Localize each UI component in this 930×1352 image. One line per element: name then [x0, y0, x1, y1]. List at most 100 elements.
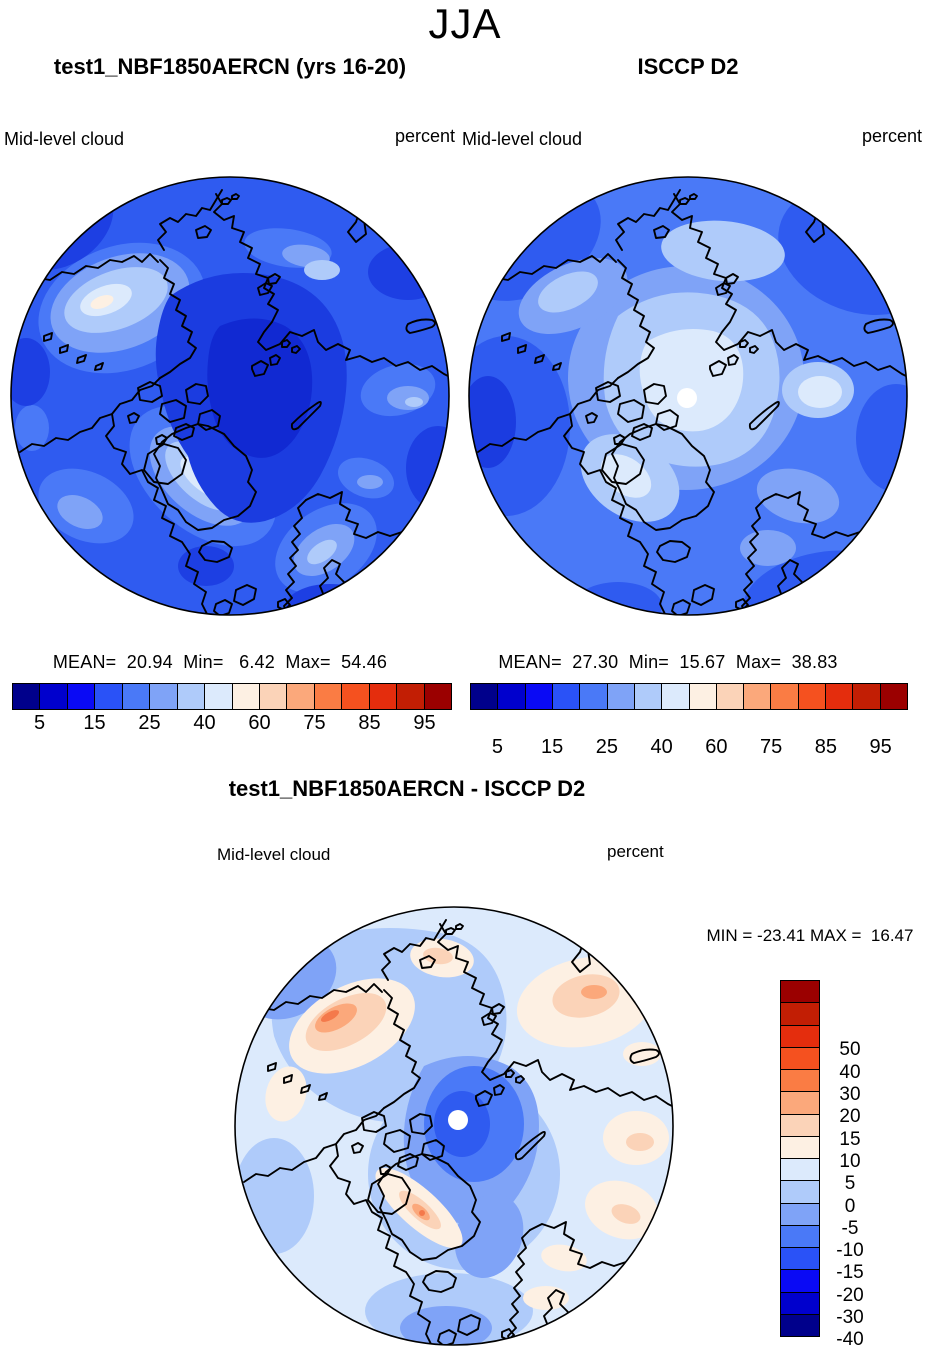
colorbar-tick-label: 25: [595, 736, 618, 758]
colorbar-segment: [781, 1114, 819, 1137]
colorbar-tick-label: -40: [836, 1329, 864, 1351]
colorbar-segment: [781, 1070, 819, 1093]
colorbar-tick-label: 15: [541, 736, 564, 758]
colorbar-tick-label: -30: [836, 1307, 864, 1329]
colorbar-segment: [781, 1159, 819, 1182]
colorbar-segment: [781, 1047, 819, 1070]
colorbar-tick-label: 25: [138, 712, 161, 734]
colorbar-segment: [781, 1092, 819, 1115]
colorbar-tick-label: 15: [839, 1128, 861, 1150]
colorbar-segment: [232, 684, 260, 709]
colorbar-segment: [314, 684, 343, 709]
colorbar-tick-label: 85: [358, 712, 381, 734]
colorbar-segment: [781, 1225, 819, 1248]
colorbar-segment: [552, 684, 581, 709]
colorbar-segment: [287, 684, 315, 709]
colorbar-segment: [498, 684, 526, 709]
colorbar-segment: [771, 684, 799, 709]
colorbar-segment: [205, 684, 233, 709]
left-variable-label: Mid-level cloud: [4, 129, 125, 149]
right-colorbar-ticks: 5 15 25 40 60 75 85 95: [470, 736, 908, 760]
colorbar-segment: [122, 684, 151, 709]
colorbar-segment: [880, 684, 907, 709]
colorbar-segment: [369, 684, 398, 709]
colorbar-segment: [150, 684, 178, 709]
colorbar-segment: [471, 684, 499, 709]
colorbar-tick-label: 10: [839, 1150, 861, 1172]
polar-data-hole: [677, 388, 697, 408]
colorbar-tick-label: 20: [839, 1106, 861, 1128]
colorbar-tick-label: 75: [760, 736, 783, 758]
colorbar-segment: [716, 684, 745, 709]
right-units-label: percent: [861, 126, 922, 146]
colorbar-tick-label: 95: [869, 736, 892, 758]
left-units-label: percent: [394, 126, 455, 146]
colorbar-segment: [662, 684, 690, 709]
page-title: JJA: [428, 0, 502, 47]
colorbar-segment: [826, 684, 854, 709]
colorbar-tick-label: 40: [650, 736, 673, 758]
colorbar-segment: [607, 684, 635, 709]
colorbar-tick-label: 50: [839, 1039, 861, 1061]
colorbar-tick-label: 5: [844, 1173, 856, 1195]
colorbar-segment: [177, 684, 206, 709]
diff-minmax-line: MIN = -23.41 MAX = 16.47: [706, 926, 914, 945]
polar-data-hole: [448, 1110, 468, 1130]
colorbar-tick-label: 95: [413, 712, 436, 734]
colorbar-tick-label: 5: [491, 736, 503, 758]
colorbar-tick-label: -15: [836, 1262, 864, 1284]
colorbar-tick-label: -20: [836, 1284, 864, 1306]
colorbar-segment: [67, 684, 96, 709]
right-colorbar: [470, 683, 908, 710]
colorbar-segment: [342, 684, 370, 709]
map-boundary-circle: [234, 906, 674, 1346]
colorbar-segment: [580, 684, 608, 709]
colorbar-segment: [781, 1292, 819, 1315]
colorbar-segment: [525, 684, 553, 709]
diff-units-label: percent: [607, 842, 664, 861]
colorbar-segment: [781, 1003, 819, 1026]
model-map: [10, 176, 450, 616]
colorbar-segment: [634, 684, 663, 709]
colorbar-segment: [781, 1136, 819, 1159]
colorbar-segment: [781, 1203, 819, 1226]
left-colorbar-ticks: 5 15 25 40 60 75 85 95: [12, 712, 452, 736]
map-boundary-circle: [468, 176, 908, 616]
right-variable-label: Mid-level cloud: [462, 129, 583, 149]
colorbar-segment: [781, 1314, 819, 1336]
colorbar-tick-label: 75: [303, 712, 326, 734]
colorbar-segment: [397, 684, 425, 709]
colorbar-tick-label: 60: [705, 736, 728, 758]
colorbar-tick-label: 40: [193, 712, 216, 734]
left-colorbar: [12, 683, 452, 710]
difference-map: [234, 906, 674, 1346]
right-stats-line: MEAN= 27.30 Min= 15.67 Max= 38.83: [498, 652, 838, 672]
left-stats-line: MEAN= 20.94 Min= 6.42 Max= 54.46: [52, 652, 388, 672]
colorbar-tick-label: 85: [814, 736, 837, 758]
colorbar-segment: [259, 684, 288, 709]
colorbar-segment: [853, 684, 881, 709]
diff-variable-label: Mid-level cloud: [217, 845, 331, 864]
colorbar-segment: [40, 684, 68, 709]
colorbar-segment: [689, 684, 717, 709]
colorbar-tick-label: 0: [844, 1195, 856, 1217]
colorbar-segment: [744, 684, 772, 709]
colorbar-tick-label: -5: [841, 1217, 859, 1239]
colorbar-segment: [798, 684, 827, 709]
colorbar-tick-label: 60: [248, 712, 271, 734]
diff-panel-title: test1_NBF1850AERCN - ISCCP D2: [228, 776, 586, 801]
diff-colorbar: [780, 980, 820, 1337]
left-panel-title: test1_NBF1850AERCN (yrs 16-20): [53, 54, 407, 79]
colorbar-tick-label: 5: [33, 712, 46, 734]
right-panel-title: ISCCP D2: [637, 54, 739, 79]
colorbar-segment: [424, 684, 451, 709]
map-boundary-circle: [10, 176, 450, 616]
colorbar-segment: [781, 1248, 819, 1271]
colorbar-segment: [95, 684, 123, 709]
colorbar-segment: [781, 1270, 819, 1293]
colorbar-tick-label: -10: [836, 1240, 864, 1262]
colorbar-tick-label: 30: [839, 1083, 861, 1105]
colorbar-tick-label: 15: [83, 712, 106, 734]
